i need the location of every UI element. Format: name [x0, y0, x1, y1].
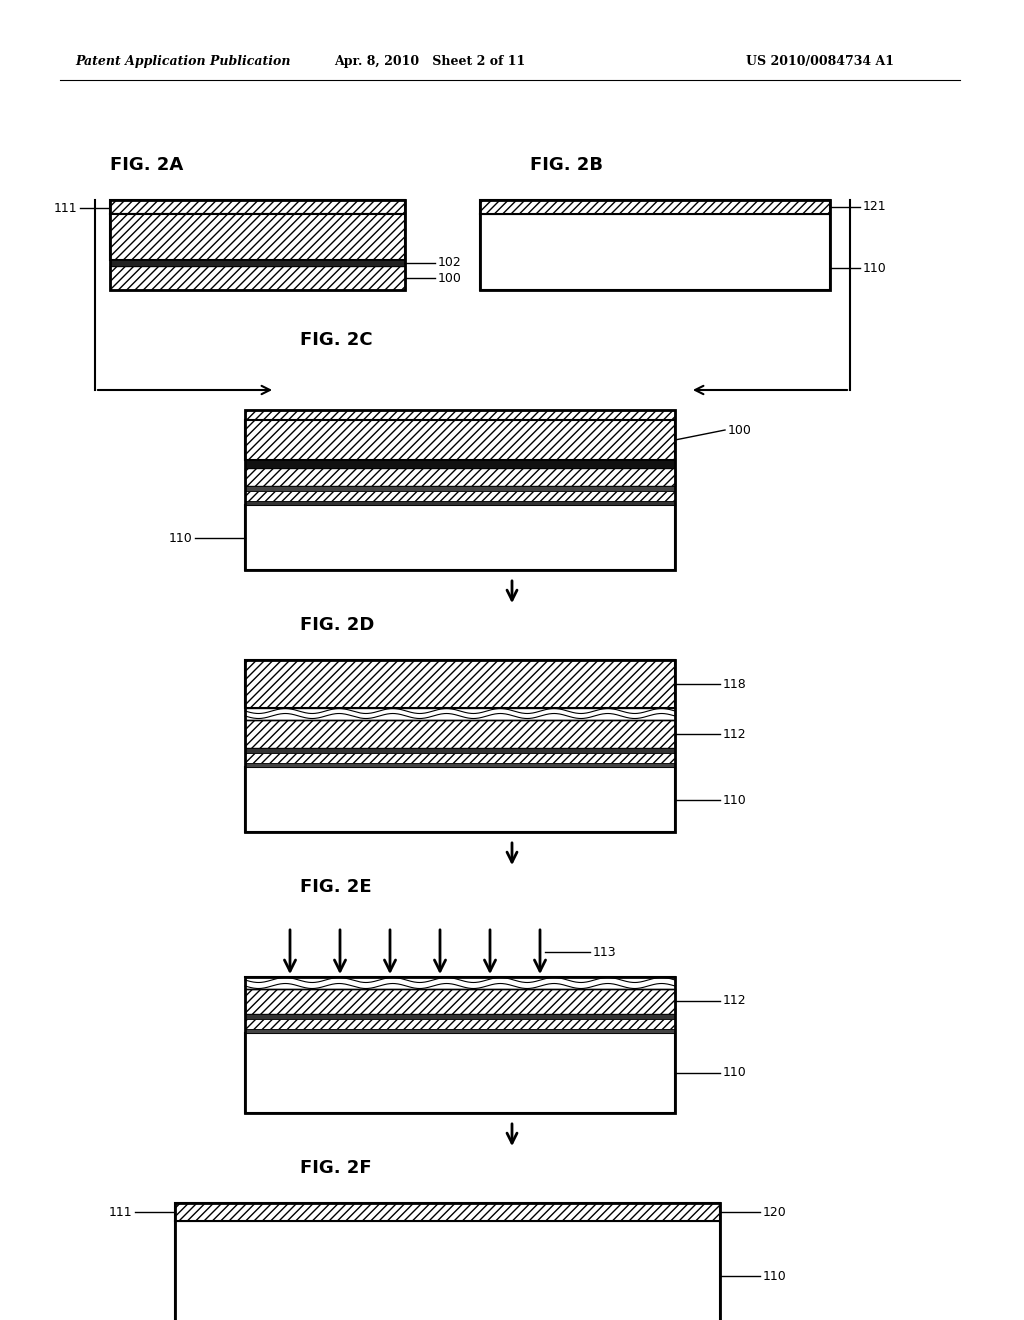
Text: Apr. 8, 2010   Sheet 2 of 11: Apr. 8, 2010 Sheet 2 of 11 [335, 55, 525, 69]
Text: Patent Application Publication: Patent Application Publication [75, 55, 291, 69]
Bar [245, 1030, 675, 1034]
Text: 100: 100 [438, 272, 462, 285]
Bar [175, 1203, 720, 1320]
Text: 111: 111 [109, 1205, 132, 1218]
Text: FIG. 2C: FIG. 2C [300, 331, 373, 348]
Bar [245, 420, 675, 459]
Text: 112: 112 [723, 994, 746, 1007]
Bar [245, 459, 675, 469]
Bar [245, 1034, 675, 1113]
Text: 110: 110 [763, 1270, 786, 1283]
Text: FIG. 2E: FIG. 2E [300, 878, 372, 896]
Bar [480, 201, 830, 290]
Bar [245, 763, 675, 767]
Bar [245, 660, 675, 708]
Text: FIG. 2F: FIG. 2F [300, 1159, 372, 1177]
Bar [245, 989, 675, 1014]
Bar [110, 201, 406, 290]
Bar [245, 708, 675, 719]
Text: FIG. 2B: FIG. 2B [530, 156, 603, 174]
Bar [245, 502, 675, 506]
Text: 110: 110 [723, 1067, 746, 1080]
Text: 118: 118 [723, 677, 746, 690]
Bar [480, 214, 830, 290]
Text: 112: 112 [723, 727, 746, 741]
Text: 100: 100 [728, 424, 752, 437]
Bar [480, 201, 830, 214]
Bar [245, 411, 675, 420]
Bar [245, 977, 675, 1113]
Text: 110: 110 [723, 793, 746, 807]
Bar [110, 267, 406, 290]
Text: FIG. 2D: FIG. 2D [300, 616, 375, 634]
Bar [245, 752, 675, 763]
Bar [175, 1221, 720, 1320]
Text: 102: 102 [438, 256, 462, 269]
Bar [245, 719, 675, 748]
Bar [245, 767, 675, 832]
Bar [110, 201, 406, 214]
Bar [110, 260, 406, 267]
Text: 111: 111 [53, 202, 77, 214]
Bar [175, 1203, 720, 1221]
Text: 110: 110 [168, 532, 193, 544]
Bar [245, 1019, 675, 1030]
Bar [245, 660, 675, 832]
Text: 113: 113 [593, 945, 616, 958]
Bar [245, 469, 675, 486]
Bar [245, 506, 675, 570]
Bar [245, 486, 675, 491]
Text: 110: 110 [863, 261, 887, 275]
Text: FIG. 2A: FIG. 2A [110, 156, 183, 174]
Bar [245, 1014, 675, 1019]
Text: 120: 120 [763, 1205, 786, 1218]
Bar [245, 748, 675, 752]
Bar [245, 411, 675, 570]
Text: US 2010/0084734 A1: US 2010/0084734 A1 [746, 55, 894, 69]
Bar [245, 491, 675, 502]
Text: 121: 121 [863, 201, 887, 214]
Bar [110, 214, 406, 260]
